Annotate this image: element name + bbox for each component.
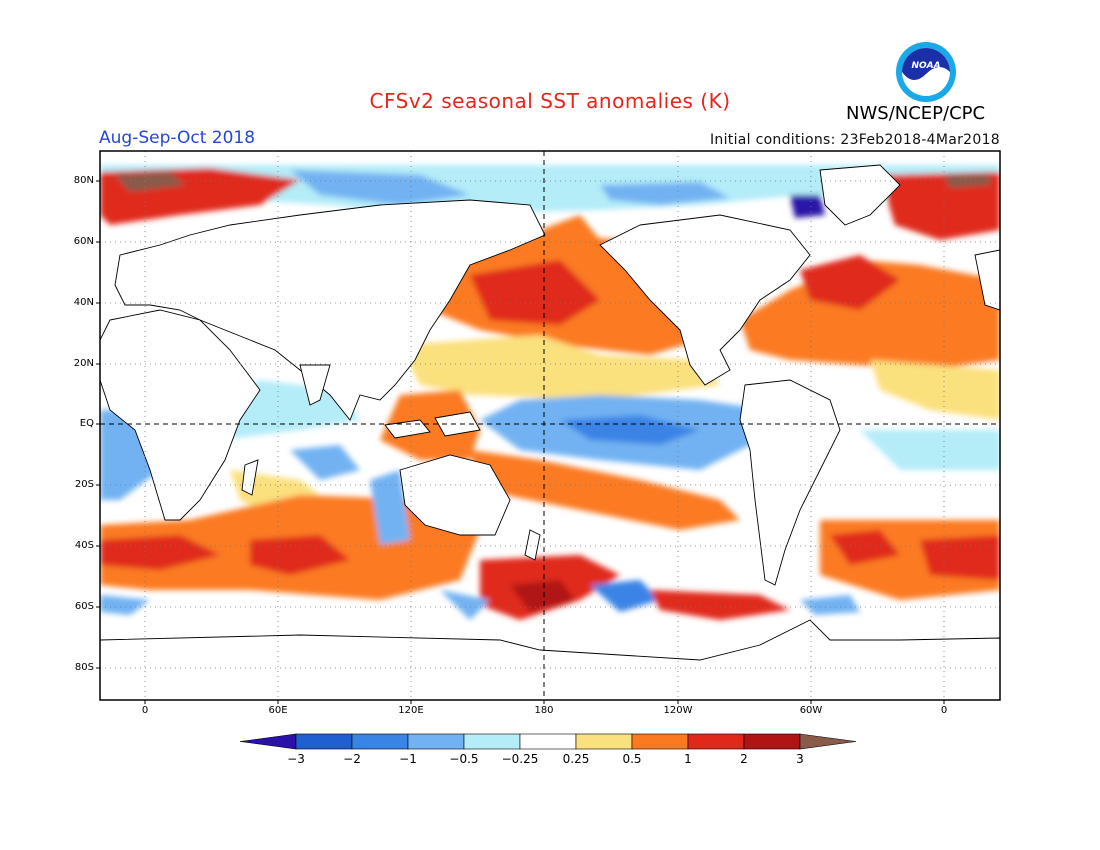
colorbar-bin bbox=[687, 733, 745, 750]
lon-label: 60W bbox=[799, 705, 823, 716]
lon-label: 0 bbox=[141, 705, 149, 716]
colorbar-label: 3 bbox=[796, 752, 804, 766]
lat-label: 60N bbox=[73, 236, 94, 247]
lat-label: 40N bbox=[73, 297, 94, 308]
colorbar-label: 0.25 bbox=[562, 752, 590, 766]
lat-label: 20S bbox=[74, 479, 94, 490]
colorbar-label: −3 bbox=[287, 752, 305, 766]
lat-label: 20N bbox=[73, 358, 94, 369]
forecast-period: Aug-Sep-Oct 2018 bbox=[99, 128, 256, 148]
equator-dateline bbox=[100, 151, 1000, 700]
colorbar-bin bbox=[519, 733, 577, 750]
map-title: CFSv2 seasonal SST anomalies (K) bbox=[369, 89, 731, 113]
colorbar-bin bbox=[463, 733, 521, 750]
lon-label: 0 bbox=[940, 705, 948, 716]
colorbar-extend-low bbox=[239, 733, 297, 750]
continents bbox=[100, 164, 1000, 700]
lon-label: 180 bbox=[534, 705, 554, 716]
graticule bbox=[100, 151, 1000, 700]
colorbar-bin bbox=[743, 733, 801, 750]
colorbar-bin bbox=[295, 733, 353, 750]
colorbar-label: −2 bbox=[343, 752, 361, 766]
colorbar-bin bbox=[407, 733, 465, 750]
colorbar-label: −0.25 bbox=[501, 752, 539, 766]
lat-label: 40S bbox=[74, 540, 94, 551]
colorbar-bin bbox=[631, 733, 689, 750]
initial-conditions: Initial conditions: 23Feb2018-4Mar2018 bbox=[709, 132, 1000, 148]
lat-label: EQ bbox=[79, 418, 94, 429]
axis-ticks bbox=[96, 180, 945, 704]
logo-text: NOAA bbox=[911, 61, 940, 71]
colorbar-label: 0.5 bbox=[622, 752, 642, 766]
noaa-logo: NOAA bbox=[896, 42, 956, 102]
colorbar-label: 1 bbox=[684, 752, 692, 766]
agency-label: NWS/NCEP/CPC bbox=[846, 103, 986, 124]
anomaly-field bbox=[100, 165, 1000, 620]
lat-label: 80N bbox=[73, 175, 94, 186]
lat-label: 60S bbox=[74, 601, 94, 612]
colorbar-label: −1 bbox=[399, 752, 417, 766]
colorbar-bin bbox=[575, 733, 633, 750]
lon-label: 120E bbox=[398, 705, 424, 716]
colorbar bbox=[239, 733, 857, 750]
colorbar-label: 2 bbox=[740, 752, 748, 766]
colorbar-bin bbox=[351, 733, 409, 750]
lon-label: 60E bbox=[268, 705, 288, 716]
lat-label: 80S bbox=[74, 662, 94, 673]
colorbar-extend-high bbox=[799, 733, 857, 750]
lon-label: 120W bbox=[663, 705, 693, 716]
map-border bbox=[99, 150, 1001, 701]
colorbar-label: −0.5 bbox=[449, 752, 479, 766]
